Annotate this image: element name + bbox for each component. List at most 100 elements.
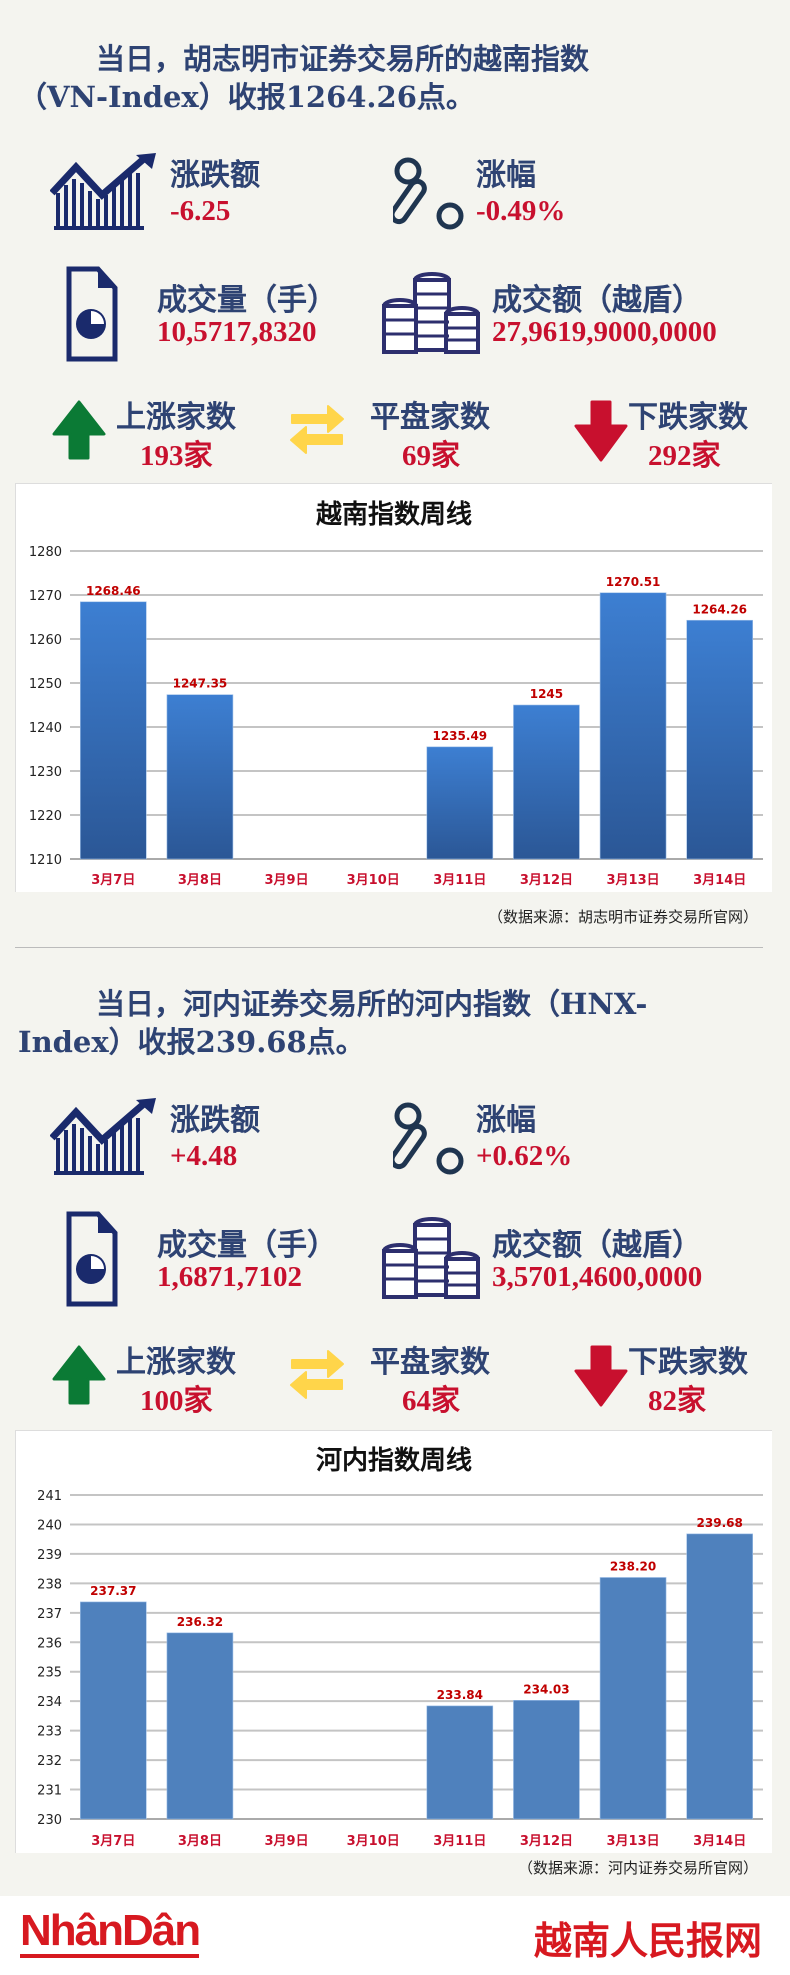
report-document-icon [66,1211,118,1307]
chart-title: 越南指数周线 [316,500,472,530]
weekly-bar-chart: 河内指数周线 230 231 232 233 234 235 236 237 238 239 240 2… [15,1430,772,1853]
change-label: 涨跌额 [170,158,260,193]
turnover-label: 成交额（越盾） [492,283,702,318]
bar-6 [513,1699,580,1820]
x-category-label: 3月12日 [520,1834,573,1849]
x-category-label: 3月11日 [433,1834,486,1849]
site-name-logo[interactable]: 越南人民报网 [533,1919,762,1963]
flat-count-label: 平盘家数 [370,400,490,435]
volume-value: 1,6871,7102 [157,1261,302,1293]
y-tick-label: 234 [37,1695,62,1710]
arrow-up-icon [52,1345,106,1405]
data-label: 1235.49 [432,729,487,743]
chart-svg: 河内指数周线 230 231 232 233 234 235 236 237 238 239 240 2… [37,1446,763,1849]
x-category-label: 3月7日 [91,873,135,888]
title-line-2: （VN-Index）收报1264.26点。 [18,80,475,114]
x-category-label: 3月9日 [265,873,309,888]
y-tick-label: 230 [37,1813,62,1828]
bar-2 [166,694,234,860]
swap-arrows-icon [290,1350,344,1399]
index-section-2: 当日，河内证券交易所的河内指数（HNX- Index）收报239.68点。 涨跌… [0,945,790,1890]
change-value: -6.25 [170,195,231,227]
swap-arrows-icon [290,405,344,454]
y-tick-label: 1220 [29,809,62,824]
up-count-label: 上涨家数 [116,1345,236,1380]
y-tick-label: 237 [37,1607,62,1622]
y-tick-label: 231 [37,1784,62,1799]
bar-2 [166,1632,234,1820]
data-label: 1268.46 [86,584,141,598]
down-count-label: 下跌家数 [628,1345,748,1380]
report-document-icon [66,266,118,362]
volume-label: 成交量（手） [157,283,337,318]
flat-count-value: 69家 [402,440,461,472]
bar-8 [686,619,753,860]
data-label: 236.32 [177,1615,223,1629]
down-count-value: 292家 [648,440,721,472]
x-category-label: 3月13日 [606,1834,659,1849]
y-tick-label: 1280 [29,545,62,560]
x-category-label: 3月8日 [178,1834,222,1849]
x-category-label: 3月11日 [433,873,486,888]
turnover-label: 成交额（越盾） [492,1228,702,1263]
title-line-1: 当日，河内证券交易所的河内指数（HNX- [96,987,648,1021]
change-label: 涨跌额 [170,1103,260,1138]
chart-title: 河内指数周线 [316,1446,472,1476]
weekly-bar-chart: 越南指数周线 1210 1220 1230 1240 1250 1260 1270 1280 12… [15,483,772,892]
bar-7 [599,1577,667,1820]
percent-icon [393,1102,464,1175]
y-tick-label: 240 [37,1518,62,1533]
data-label: 1270.51 [606,575,661,589]
up-count-value: 100家 [140,1385,213,1417]
title-line-2: Index）收报239.68点。 [18,1025,365,1059]
data-label: 238.20 [610,1559,656,1573]
bar-7 [599,592,667,860]
up-count-label: 上涨家数 [116,400,236,435]
data-label: 237.37 [90,1584,136,1598]
arrow-down-icon [574,400,628,462]
y-tick-label: 1270 [29,589,62,604]
y-tick-label: 1240 [29,721,62,736]
y-tick-label: 232 [37,1754,62,1769]
pct-label: 涨幅 [476,158,536,193]
footer: NhânDân 越南人民报网 [0,1896,790,1975]
x-category-label: 3月10日 [347,873,400,888]
title-line-1: 当日，胡志明市证券交易所的越南指数 [96,42,590,76]
data-label: 234.03 [523,1682,569,1696]
y-tick-label: 1260 [29,633,62,648]
y-tick-label: 233 [37,1725,62,1740]
volume-label: 成交量（手） [157,1228,337,1263]
down-count-value: 82家 [648,1385,707,1417]
data-source-note: （数据来源：胡志明市证券交易所官网） [487,908,758,926]
index-section-1: 当日，胡志明市证券交易所的越南指数 （VN-Index）收报1264.26点。 … [0,0,790,945]
data-label: 239.68 [697,1516,743,1530]
trend-chart-icon [50,153,156,230]
chart-svg: 越南指数周线 1210 1220 1230 1240 1250 1260 1270 1280 12… [29,500,763,888]
arrow-up-icon [52,400,106,460]
pct-value: +0.62% [476,1140,573,1172]
x-category-label: 3月7日 [91,1834,135,1849]
y-tick-label: 235 [37,1666,62,1681]
y-tick-label: 1230 [29,765,62,780]
x-category-label: 3月14日 [693,1834,746,1849]
pct-value: -0.49% [476,195,566,227]
x-category-label: 3月14日 [693,873,746,888]
down-count-label: 下跌家数 [628,400,748,435]
x-category-label: 3月8日 [178,873,222,888]
nhandan-logo[interactable]: NhânDân [20,1908,201,1958]
bar-5 [426,1705,494,1820]
x-category-label: 3月9日 [265,1834,309,1849]
turnover-value: 3,5701,4600,0000 [492,1261,703,1293]
bar-1 [80,601,147,860]
coin-stack-icon [382,272,480,354]
pct-label: 涨幅 [476,1103,536,1138]
y-tick-label: 1210 [29,853,62,868]
data-label: 1264.26 [692,602,747,616]
y-tick-label: 239 [37,1548,62,1563]
trend-chart-icon [50,1098,156,1175]
coin-stack-icon [382,1217,480,1299]
y-tick-label: 238 [37,1577,62,1592]
section-divider [15,947,763,948]
up-count-value: 193家 [140,440,213,472]
x-category-label: 3月13日 [606,873,659,888]
